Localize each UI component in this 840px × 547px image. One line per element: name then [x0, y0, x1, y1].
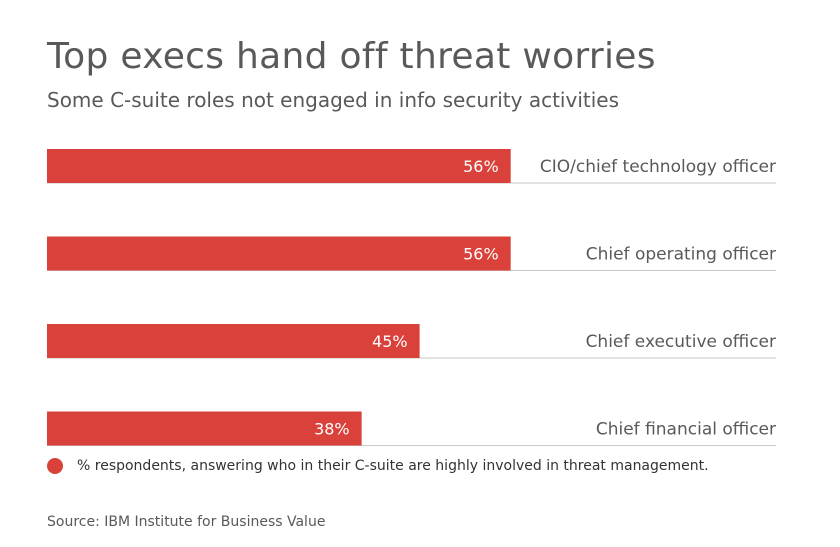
- bar-value-label: 38%: [314, 420, 350, 439]
- category-label: Chief financial officer: [596, 420, 776, 440]
- bar: [47, 324, 420, 358]
- source-note: Source: IBM Institute for Business Value: [47, 514, 326, 530]
- category-label: Chief operating officer: [586, 245, 776, 265]
- bar: [47, 236, 511, 271]
- bar-value-label: 56%: [463, 157, 499, 176]
- legend-marker-icon: [47, 458, 63, 474]
- bar: [47, 411, 362, 446]
- category-label: CIO/chief technology officer: [540, 157, 776, 177]
- chart-subtitle: Some C-suite roles not engaged in info s…: [47, 88, 620, 112]
- bar-value-label: 56%: [463, 245, 499, 264]
- bar-value-label: 45%: [372, 332, 408, 351]
- category-label: Chief executive officer: [586, 332, 776, 352]
- legend-label: % respondents, answering who in their C-…: [77, 458, 709, 474]
- chart-title: Top execs hand off threat worries: [47, 36, 656, 77]
- bar: [47, 149, 511, 183]
- legend: % respondents, answering who in their C-…: [47, 456, 709, 476]
